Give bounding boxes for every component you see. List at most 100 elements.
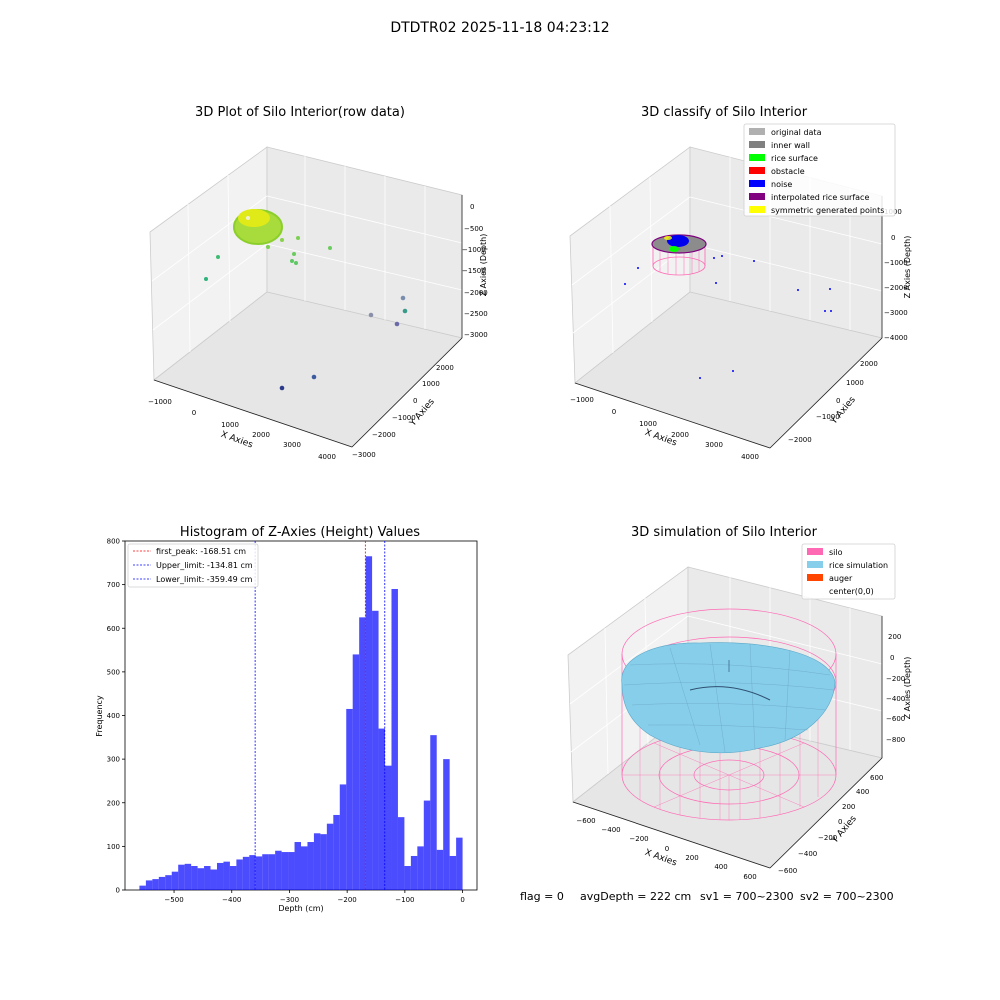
z-tick-label: −1500 [462, 267, 486, 275]
x-tick-label: 4000 [741, 453, 759, 461]
point [296, 236, 300, 240]
histogram-bar [216, 862, 224, 890]
legend-label-interpolated: interpolated rice surface [771, 193, 869, 202]
panel-raw-z-ticks: 0 −500 −1000 −1500 −2000 −2500 −3000 [462, 203, 488, 339]
legend-swatch-obstacle [749, 167, 765, 174]
histogram-bar [275, 850, 282, 890]
y-tick-label: 0 [413, 397, 417, 405]
legend-swatch-rice-simulation [807, 561, 823, 568]
panel-simulation-3d: 3D simulation of Silo Interior [567, 525, 912, 881]
x-tick-label: 0 [665, 845, 669, 853]
x-tick-label: −600 [576, 817, 595, 825]
legend-label-obstacle: obstacle [771, 167, 805, 176]
legend-label-first-peak: first_peak: -168.51 cm [156, 547, 246, 556]
y-tick-label: 200 [107, 799, 120, 807]
point [394, 321, 400, 327]
point [368, 312, 374, 318]
panel-simulation-y-ticks: −600 −400 −200 0 200 400 600 [778, 774, 883, 875]
panel-raw-xlabel: X Axies [219, 430, 254, 451]
x-tick-label: −400 [222, 896, 241, 904]
z-tick-label: −800 [886, 736, 905, 744]
legend-swatch-interpolated [749, 193, 765, 200]
x-tick-label: 4000 [318, 453, 336, 461]
histogram-plot-area [124, 540, 478, 891]
histogram-bar [281, 852, 289, 890]
x-tick-label: 0 [192, 409, 196, 417]
noise-point [830, 310, 832, 312]
y-tick-label: 300 [107, 756, 120, 764]
rice-surface-dip [689, 686, 771, 701]
legend-label-original: original data [771, 128, 822, 137]
panel-raw-x-ticks: −1000 0 1000 2000 3000 4000 [148, 398, 336, 461]
y-tick-label: 500 [107, 668, 120, 676]
point [328, 246, 332, 250]
y-tick-label: 1000 [846, 379, 864, 387]
y-tick-label: 0 [838, 818, 842, 826]
histogram-bar [436, 849, 444, 890]
legend-label-rice-surface: rice surface [771, 154, 818, 163]
noise-point [732, 370, 734, 372]
dense-point-cloud-top [238, 209, 270, 227]
z-tick-label: −2000 [464, 289, 488, 297]
y-tick-label: 2000 [860, 360, 878, 368]
legend-swatch-noise [749, 180, 765, 187]
noise-point [797, 289, 799, 291]
panel-simulation-zlabel: Z Axies (Depth) [903, 657, 912, 720]
x-tick-label: 600 [743, 873, 756, 881]
y-tick-label: 1000 [422, 380, 440, 388]
point [290, 259, 294, 263]
y-tick-label: −600 [778, 867, 797, 875]
histogram-bar [288, 852, 295, 890]
z-tick-label: −600 [886, 715, 905, 723]
x-tick-label: 0 [460, 896, 464, 904]
histogram-bar [423, 800, 431, 890]
histogram-bar [268, 854, 276, 890]
panel-classify-x-ticks: −1000 0 1000 2000 3000 4000 [570, 396, 759, 461]
legend-swatch-silo [807, 548, 823, 555]
histogram-bar [365, 556, 373, 890]
panel-simulation-ylabel: Y Axies [830, 814, 859, 846]
x-tick-label: 2000 [252, 431, 270, 439]
y-tick-label: 800 [107, 538, 120, 546]
legend-label-silo: silo [829, 548, 843, 557]
histogram-bar [346, 708, 353, 890]
rice-surface-mesh [623, 643, 835, 753]
histogram-bar [417, 846, 424, 890]
histogram-bar [236, 859, 243, 890]
noise-point [829, 288, 831, 290]
z-tick-label: −400 [886, 695, 905, 703]
z-tick-label: 200 [888, 633, 901, 641]
noise-point [715, 282, 717, 284]
legend-label-center: center(0,0) [829, 587, 874, 596]
histogram-bar [449, 855, 457, 890]
y-tick-label: 200 [842, 803, 855, 811]
y-tick-label: 0 [116, 887, 120, 895]
y-tick-label: 400 [107, 712, 120, 720]
point [294, 261, 298, 265]
histogram-y-ticks: 0 100 200 300 400 500 600 700 800 [107, 538, 125, 895]
histogram-bar [359, 617, 366, 890]
figure-title: DTDTR02 2025-11-18 04:23:12 [390, 20, 609, 36]
point [279, 385, 285, 391]
panel-simulation-x-ticks: −600 −400 −200 0 200 400 600 [576, 817, 756, 881]
panel-simulation-title: 3D simulation of Silo Interior [631, 525, 818, 540]
histogram-bar [320, 834, 327, 890]
histogram-bar [165, 875, 172, 890]
histogram-bar [210, 869, 217, 890]
point [204, 277, 208, 281]
z-tick-label: −500 [464, 225, 483, 233]
x-tick-label: 3000 [283, 441, 301, 449]
histogram-bar [307, 842, 314, 890]
point [246, 216, 250, 220]
point [216, 255, 220, 259]
histogram-bar [197, 868, 205, 890]
x-tick-label: 0 [612, 408, 616, 416]
legend-swatch-rice-surface [749, 154, 765, 161]
histogram-bar [404, 866, 411, 890]
histogram-bar [152, 879, 159, 890]
point [292, 252, 296, 256]
panel-raw-points [204, 209, 408, 391]
histogram-bar [372, 610, 379, 890]
x-tick-label: 1000 [639, 420, 657, 428]
noise-point [753, 260, 755, 262]
